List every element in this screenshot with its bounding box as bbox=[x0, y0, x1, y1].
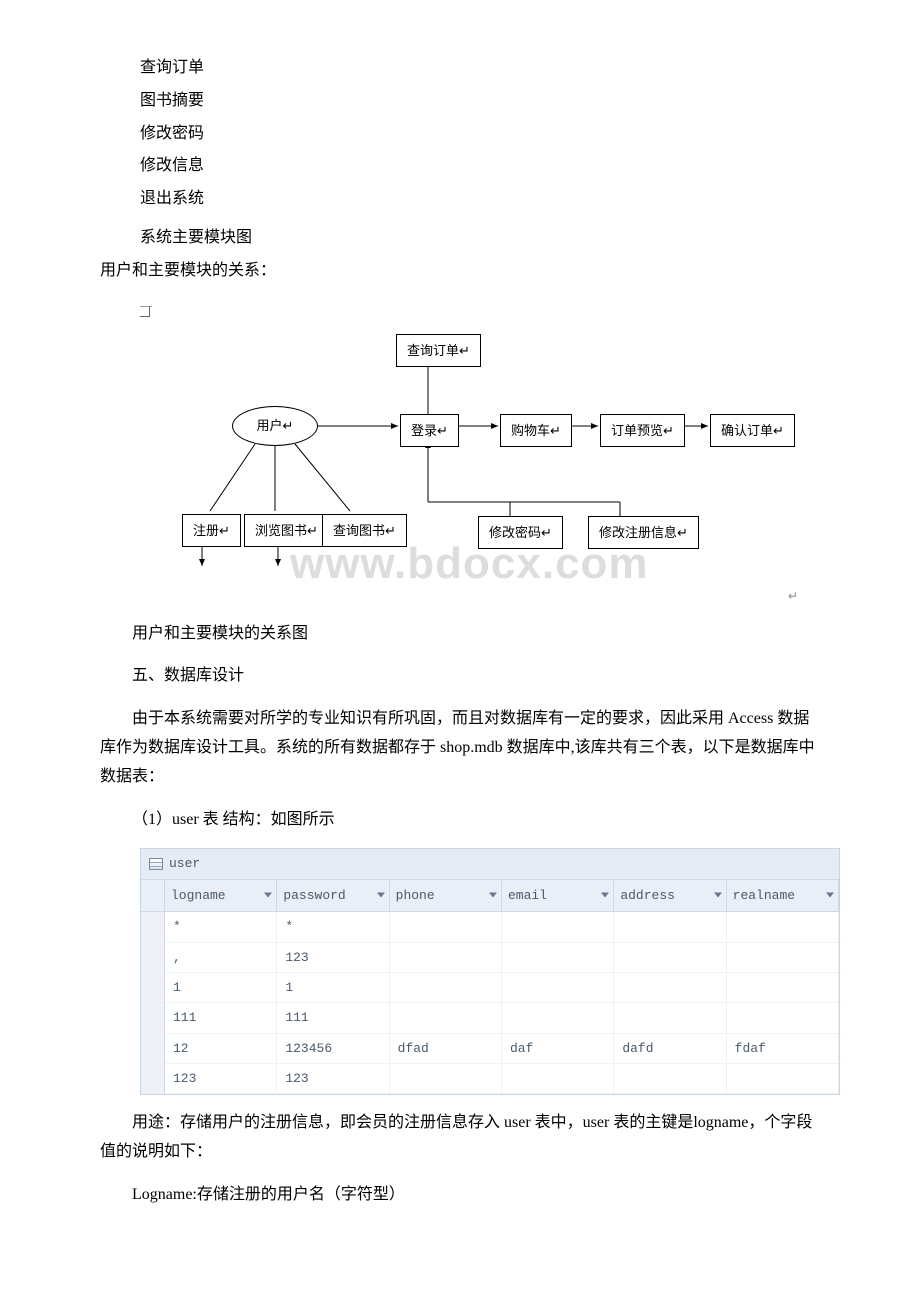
table-cell[interactable]: 12 bbox=[165, 1034, 277, 1064]
table-cell[interactable]: 111 bbox=[277, 1003, 389, 1033]
col-label: realname bbox=[733, 888, 795, 903]
user-table: user logname password phone email addres… bbox=[140, 848, 840, 1095]
table-cell[interactable] bbox=[614, 973, 726, 1003]
dropdown-icon[interactable] bbox=[826, 893, 834, 898]
node-register: 注册↵ bbox=[182, 514, 241, 547]
diagram-caption: 用户和主要模块的关系图 bbox=[100, 620, 820, 649]
table-cell[interactable] bbox=[390, 973, 502, 1003]
table-cell[interactable] bbox=[614, 912, 726, 942]
paragraph-db-intro: 由于本系统需要对所学的专业知识有所巩固，而且对数据库有一定的要求，因此采用 Ac… bbox=[100, 705, 820, 791]
node-change-pwd: 修改密码↵ bbox=[478, 516, 563, 549]
table-cell[interactable] bbox=[502, 943, 614, 973]
node-user: 用户↵ bbox=[232, 406, 318, 446]
dropdown-icon[interactable] bbox=[264, 893, 272, 898]
col-head[interactable]: realname bbox=[727, 880, 839, 912]
dropdown-icon[interactable] bbox=[714, 893, 722, 898]
table-cell[interactable]: 123 bbox=[277, 1064, 389, 1094]
table-grid: logname password phone email address rea… bbox=[141, 880, 839, 1095]
table-title-bar: user bbox=[141, 849, 839, 879]
table-cell[interactable]: , bbox=[165, 943, 277, 973]
table-cell[interactable] bbox=[727, 912, 839, 942]
relation-diagram: 用户↵ 查询订单↵ 登录↵ 购物车↵ 订单预览↵ 确认订单↵ 注册↵ 浏览图书↵… bbox=[140, 306, 780, 606]
col-head[interactable]: phone bbox=[390, 880, 502, 912]
table-cell[interactable] bbox=[502, 973, 614, 1003]
paragraph-user-purpose: 用途：存储用户的注册信息，即会员的注册信息存入 user 表中，user 表的主… bbox=[100, 1109, 820, 1167]
node-query-books: 查询图书↵ bbox=[322, 514, 407, 547]
dropdown-icon[interactable] bbox=[601, 893, 609, 898]
table-cell[interactable] bbox=[614, 1064, 726, 1094]
section-title-module-diagram: 系统主要模块图 bbox=[140, 224, 820, 253]
table-cell[interactable] bbox=[390, 1003, 502, 1033]
col-label: logname bbox=[171, 888, 226, 903]
col-label: password bbox=[283, 888, 345, 903]
table-cell[interactable] bbox=[390, 943, 502, 973]
col-head[interactable]: password bbox=[277, 880, 389, 912]
node-browse-books: 浏览图书↵ bbox=[244, 514, 329, 547]
section-title-db-design: 五、数据库设计 bbox=[100, 662, 820, 691]
table-cell[interactable]: daf bbox=[502, 1034, 614, 1064]
col-head[interactable]: address bbox=[614, 880, 726, 912]
table-cell[interactable] bbox=[390, 1064, 502, 1094]
table-cell[interactable] bbox=[727, 1064, 839, 1094]
dropdown-icon[interactable] bbox=[489, 893, 497, 898]
node-label: 用户↵ bbox=[257, 414, 294, 437]
table-cell[interactable]: * bbox=[277, 912, 389, 942]
table-cell[interactable] bbox=[502, 1003, 614, 1033]
table-cell[interactable] bbox=[727, 1003, 839, 1033]
row-selector[interactable] bbox=[141, 912, 165, 942]
table-icon bbox=[149, 858, 163, 870]
table-cell[interactable]: fdaf bbox=[727, 1034, 839, 1064]
table-cell[interactable] bbox=[614, 1003, 726, 1033]
node-confirm-order: 确认订单↵ bbox=[710, 414, 795, 447]
table-cell[interactable] bbox=[727, 973, 839, 1003]
row-selector-head bbox=[141, 880, 165, 912]
list-item: 退出系统 bbox=[140, 185, 820, 214]
node-change-info: 修改注册信息↵ bbox=[588, 516, 699, 549]
list-item: 修改信息 bbox=[140, 152, 820, 181]
table-cell[interactable] bbox=[502, 1064, 614, 1094]
table-cell[interactable] bbox=[727, 943, 839, 973]
row-selector[interactable] bbox=[141, 1003, 165, 1033]
table-cell[interactable]: 123456 bbox=[277, 1034, 389, 1064]
col-head[interactable]: email bbox=[502, 880, 614, 912]
table-title: user bbox=[169, 852, 200, 875]
return-symbol: ↵ bbox=[788, 586, 798, 608]
col-label: phone bbox=[396, 888, 435, 903]
table-cell[interactable]: dfad bbox=[390, 1034, 502, 1064]
row-selector[interactable] bbox=[141, 1064, 165, 1094]
table-cell[interactable]: 1 bbox=[165, 973, 277, 1003]
table-cell[interactable]: dafd bbox=[614, 1034, 726, 1064]
user-table-caption: （1）user 表 结构：如图所示 bbox=[100, 806, 820, 835]
table-cell[interactable] bbox=[614, 943, 726, 973]
list-item: 修改密码 bbox=[140, 120, 820, 149]
table-cell[interactable]: 123 bbox=[165, 1064, 277, 1094]
dropdown-icon[interactable] bbox=[377, 893, 385, 898]
col-head[interactable]: logname bbox=[165, 880, 277, 912]
section-title-relation: 用户和主要模块的关系： bbox=[100, 257, 820, 286]
col-label: address bbox=[620, 888, 675, 903]
list-item: 图书摘要 bbox=[140, 87, 820, 116]
table-cell[interactable]: 111 bbox=[165, 1003, 277, 1033]
table-cell[interactable]: 123 bbox=[277, 943, 389, 973]
paragraph-logname-desc: Logname:存储注册的用户名（字符型） bbox=[100, 1181, 820, 1210]
table-cell[interactable] bbox=[502, 912, 614, 942]
table-cell[interactable] bbox=[390, 912, 502, 942]
col-label: email bbox=[508, 888, 547, 903]
list-item: 查询订单 bbox=[140, 54, 820, 83]
node-order-preview: 订单预览↵ bbox=[600, 414, 685, 447]
node-login: 登录↵ bbox=[400, 414, 459, 447]
table-cell[interactable]: * bbox=[165, 912, 277, 942]
row-selector[interactable] bbox=[141, 943, 165, 973]
node-cart: 购物车↵ bbox=[500, 414, 572, 447]
row-selector[interactable] bbox=[141, 1034, 165, 1064]
node-query-order: 查询订单↵ bbox=[396, 334, 481, 367]
row-selector[interactable] bbox=[141, 973, 165, 1003]
table-cell[interactable]: 1 bbox=[277, 973, 389, 1003]
